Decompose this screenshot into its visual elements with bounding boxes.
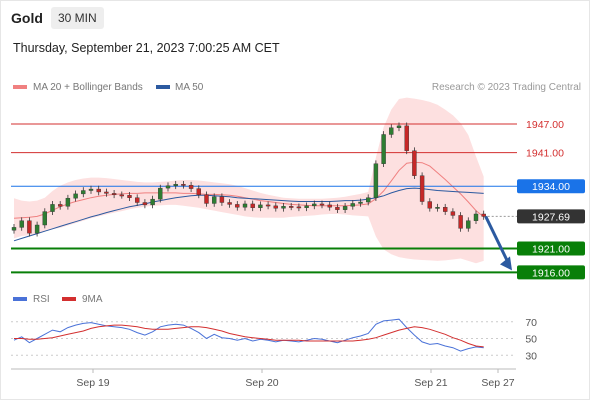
candle-body bbox=[188, 185, 194, 189]
candle-body bbox=[258, 204, 263, 208]
candle-body bbox=[219, 196, 225, 203]
rsi-line bbox=[13, 318, 484, 352]
ma20-legend-swatch bbox=[13, 85, 27, 89]
candle-body bbox=[250, 203, 255, 208]
candle-body bbox=[119, 194, 125, 197]
rsi-tick-label: 70 bbox=[525, 317, 537, 329]
candle-body bbox=[373, 163, 379, 198]
rsi-legend-label: RSI bbox=[33, 294, 50, 305]
support-tag bbox=[517, 265, 585, 280]
candle-body bbox=[11, 227, 17, 231]
rsi-ma-legend-swatch bbox=[62, 297, 76, 301]
candle-body bbox=[458, 215, 463, 229]
candle-body bbox=[419, 175, 425, 202]
candle-body bbox=[358, 201, 363, 204]
candle-body bbox=[58, 204, 63, 207]
rsi-tick-label: 30 bbox=[525, 350, 537, 362]
candle-body bbox=[34, 224, 40, 234]
ma50-legend-swatch bbox=[156, 85, 170, 89]
candle-body bbox=[265, 204, 271, 207]
support-tag bbox=[517, 241, 585, 256]
candle-body bbox=[81, 190, 86, 195]
resistance-label: 1941.00 bbox=[526, 148, 564, 160]
candle-body bbox=[335, 207, 340, 210]
instrument-title: Gold bbox=[11, 10, 43, 26]
candle-body bbox=[227, 202, 232, 205]
candle-body bbox=[111, 193, 117, 196]
rsi-tick-label: 50 bbox=[525, 334, 537, 346]
candle-body bbox=[473, 213, 479, 221]
candle-body bbox=[211, 196, 217, 204]
candle-body bbox=[181, 184, 186, 186]
candle-body bbox=[88, 188, 94, 191]
rsi-ma-legend-label: 9MA bbox=[82, 294, 103, 305]
candle-body bbox=[134, 197, 140, 203]
candle-body bbox=[381, 134, 386, 164]
candle-body bbox=[342, 206, 348, 210]
candle-body bbox=[289, 206, 294, 208]
support-label: 1916.00 bbox=[532, 267, 570, 279]
candle-body bbox=[73, 193, 78, 199]
candle-body bbox=[296, 206, 302, 209]
resistance-label: 1947.00 bbox=[526, 119, 564, 131]
forecast-arrow-head bbox=[500, 256, 512, 271]
support-label: 1921.00 bbox=[532, 243, 570, 255]
candle-body bbox=[327, 204, 332, 208]
rsi-ma-line bbox=[14, 324, 484, 348]
candle-body bbox=[366, 197, 371, 203]
candle-body bbox=[42, 211, 47, 226]
candle-body bbox=[158, 187, 163, 200]
candle-body bbox=[443, 207, 448, 212]
candle-body bbox=[481, 213, 486, 217]
rsi-legend-swatch bbox=[13, 297, 27, 301]
candle-body bbox=[235, 204, 240, 208]
candle-body bbox=[65, 197, 71, 207]
timeframe-badge[interactable]: 30 MIN bbox=[51, 7, 104, 29]
candle-body bbox=[304, 205, 309, 208]
candle-body bbox=[404, 125, 409, 151]
x-tick-label: Sep 20 bbox=[245, 377, 278, 389]
candle-body bbox=[142, 202, 148, 206]
x-tick-label: Sep 27 bbox=[481, 377, 514, 389]
candle-body bbox=[27, 220, 32, 234]
candle-body bbox=[104, 191, 109, 194]
candle-body bbox=[150, 198, 155, 206]
candle-body bbox=[242, 203, 248, 208]
x-tick-label: Sep 21 bbox=[414, 377, 447, 389]
candle-body bbox=[396, 125, 402, 128]
candle-body bbox=[165, 185, 171, 189]
last-price-label: 1927.69 bbox=[532, 211, 570, 223]
ma50-legend-label: MA 50 bbox=[175, 82, 204, 93]
candle-body bbox=[350, 203, 355, 207]
candle-body bbox=[319, 203, 325, 206]
candle-body bbox=[435, 207, 440, 209]
datetime-label: Thursday, September 21, 2023 7:00:25 AM … bbox=[13, 41, 280, 55]
candle-body bbox=[281, 206, 286, 209]
candle-body bbox=[427, 201, 432, 209]
last-price-tag bbox=[517, 209, 585, 224]
credit-label: Research © 2023 Trading Central bbox=[432, 82, 581, 93]
candle-body bbox=[50, 204, 55, 212]
pivot-tag bbox=[517, 179, 585, 194]
candle-body bbox=[450, 211, 456, 216]
candle-body bbox=[466, 220, 471, 229]
candle-body bbox=[19, 220, 24, 228]
candle-body bbox=[389, 127, 394, 135]
candle-body bbox=[196, 188, 202, 196]
candle-body bbox=[96, 188, 101, 193]
bollinger-band bbox=[14, 97, 484, 264]
pivot-label: 1934.00 bbox=[532, 181, 570, 193]
candle-body bbox=[127, 195, 132, 198]
candle-body bbox=[412, 150, 417, 176]
forecast-arrow-shaft bbox=[484, 215, 511, 266]
candle-body bbox=[273, 205, 278, 209]
ma20-legend-label: MA 20 + Bollinger Bands bbox=[33, 82, 143, 93]
candle-body bbox=[204, 194, 209, 204]
x-tick-label: Sep 19 bbox=[76, 377, 109, 389]
candle-body bbox=[173, 184, 178, 186]
ma50-line bbox=[13, 187, 484, 242]
candle-body bbox=[312, 203, 317, 207]
